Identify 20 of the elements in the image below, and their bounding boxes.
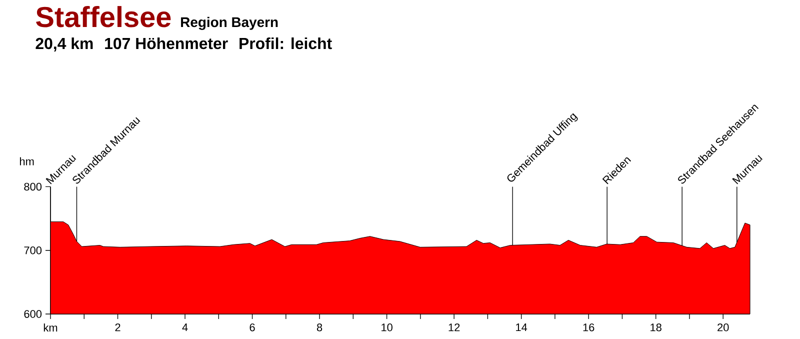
x-tick-label: km [44,324,58,332]
y-tick-label: 800 [24,182,42,191]
text: 20,4 km [36,37,93,52]
x-tick-label: 14 [516,324,528,332]
x-tick-label: 6 [250,324,255,332]
x-tick-label: 2 [115,324,120,332]
x-tick-label: 16 [583,324,594,332]
text: 107 Höhenmeter [105,37,228,50]
y-tick-label: 700 [24,246,42,254]
text: Profil: leicht [240,37,332,50]
x-tick-label: 4 [182,324,188,332]
y-tick-label: 600 [24,310,42,318]
y-axis-title: hm [20,157,34,166]
x-tick-label: 10 [382,324,392,332]
x-tick-label: 20 [718,324,729,332]
x-tick-label: 12 [448,324,460,332]
chart-title: Staffelsee [36,6,171,28]
x-tick-label: 18 [650,324,662,332]
chart-subtitle: Region Bayern [181,16,278,30]
x-tick-label: 8 [316,324,322,332]
